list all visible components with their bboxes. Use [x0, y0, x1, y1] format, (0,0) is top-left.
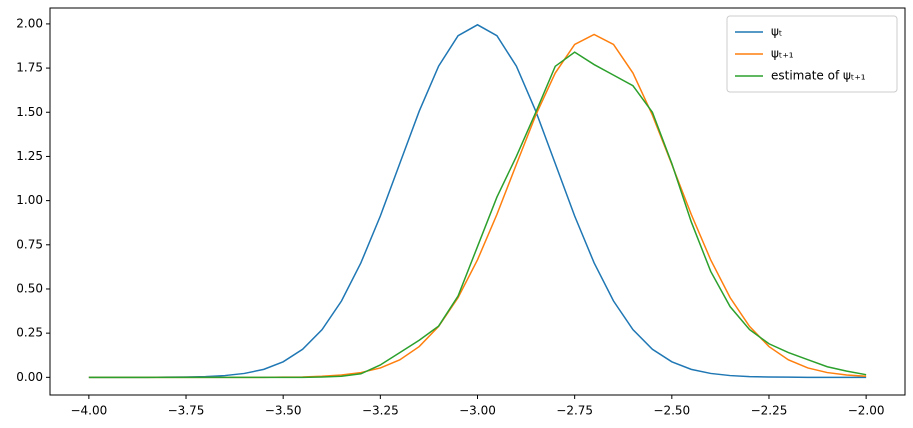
x-tick-label: −3.00 — [459, 404, 496, 418]
legend-label: ψₜ₊₁ — [771, 47, 794, 61]
x-tick-label: −2.75 — [556, 404, 593, 418]
y-tick-label: 0.00 — [16, 370, 43, 384]
x-tick-label: −4.00 — [70, 404, 107, 418]
legend-label: estimate of ψₜ₊₁ — [771, 69, 866, 83]
plot-frame — [49, 7, 906, 396]
y-tick-label: 1.00 — [16, 193, 43, 207]
x-tick-label: −3.25 — [362, 404, 399, 418]
y-tick-label: 0.75 — [16, 237, 43, 251]
legend-label: ψₜ — [771, 25, 782, 39]
x-tick-label: −3.75 — [168, 404, 205, 418]
x-tick-label: −2.25 — [751, 404, 788, 418]
y-tick-label: 1.50 — [16, 105, 43, 119]
y-tick-label: 2.00 — [16, 16, 43, 30]
x-tick-label: −2.50 — [653, 404, 690, 418]
y-tick-label: 1.25 — [16, 149, 43, 163]
x-tick-label: −2.00 — [848, 404, 885, 418]
y-tick-label: 0.25 — [16, 326, 43, 340]
y-tick-label: 1.75 — [16, 61, 43, 75]
y-tick-label: 0.50 — [16, 281, 43, 295]
series-line — [88, 51, 867, 379]
legend-box — [726, 15, 898, 93]
x-tick-label: −3.50 — [265, 404, 302, 418]
series-line — [88, 23, 867, 379]
